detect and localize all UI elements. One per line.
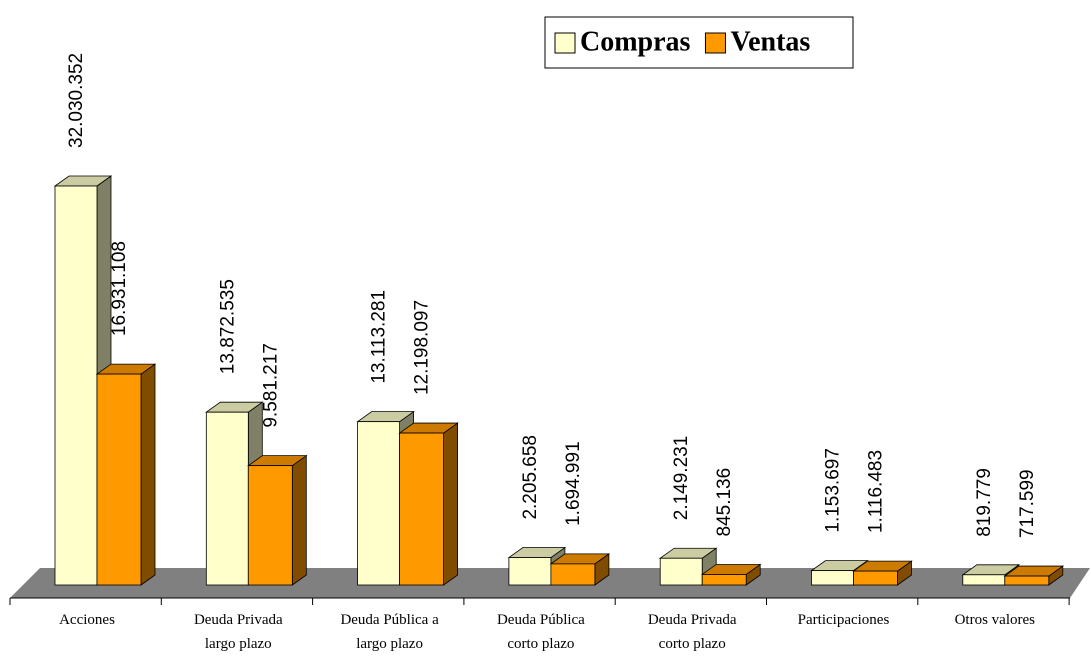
legend-swatch: [554, 32, 576, 54]
label-line: Participaciones: [798, 612, 890, 628]
bar-front: [508, 557, 552, 586]
label-line: Deuda Pública: [497, 612, 585, 628]
label-line: largo plazo: [205, 636, 272, 652]
x-tick-label: Deuda Pública corto plazo: [497, 612, 585, 652]
value-label: 12.198.097: [412, 300, 433, 395]
bar: [95, 363, 157, 586]
bar-front: [1004, 575, 1050, 586]
bar-front: [962, 574, 1006, 586]
bar-front: [54, 185, 98, 586]
bar-side: [140, 363, 156, 586]
bar-front: [550, 563, 596, 586]
value-label: 1.153.697: [823, 448, 844, 533]
x-tick-label: Otros valores: [955, 612, 1036, 628]
bar-front: [853, 570, 898, 586]
label-line: Acciones: [59, 612, 115, 628]
x-tick-label: Acciones: [59, 612, 115, 628]
bar: [247, 454, 308, 586]
bar: [1003, 565, 1065, 586]
x-tick-label: Deuda Privada corto plazo: [648, 612, 737, 652]
legend-label: Compras: [580, 26, 691, 57]
legend-label: Ventas: [730, 26, 810, 57]
value-label: 819.779: [974, 468, 995, 537]
legend-swatch: [704, 32, 726, 54]
label-line: Deuda Privada: [648, 612, 737, 628]
label-line: Deuda Privada: [194, 612, 283, 628]
value-label: 717.599: [1017, 469, 1038, 538]
value-label: 845.136: [714, 468, 735, 537]
label-line: Otros valores: [955, 612, 1036, 628]
value-label: 1.116.483: [866, 450, 887, 533]
x-tick-label: Deuda Pública a largo plazo: [340, 612, 439, 652]
value-label: 16.931.108: [109, 241, 130, 336]
x-tick-label: Participaciones: [798, 612, 890, 628]
bar: [549, 553, 611, 586]
value-label: 9.581.217: [260, 343, 281, 428]
bar-side: [443, 422, 459, 586]
bar: [398, 422, 459, 586]
value-label: 13.872.535: [217, 279, 238, 374]
bar: [852, 560, 913, 586]
bar-front: [357, 421, 401, 586]
x-tick-label: Deuda Privada largo plazo: [194, 612, 283, 652]
bar-side: [291, 454, 307, 586]
value-label: 32.030.352: [66, 53, 87, 148]
legend-box: [544, 16, 854, 69]
label-line: largo plazo: [356, 636, 423, 652]
value-label: 13.113.281: [369, 290, 390, 384]
bar-front: [811, 570, 854, 586]
value-label: 2.149.231: [671, 436, 692, 521]
label-line: Deuda Pública a: [340, 612, 439, 628]
bar-front: [96, 373, 142, 586]
bar-front: [205, 411, 249, 586]
bar: [700, 563, 762, 586]
bar-front: [701, 574, 747, 586]
bar-front: [399, 432, 445, 586]
bar-front: [247, 465, 293, 586]
value-label: 1.694.991: [563, 441, 584, 526]
label-line: corto plazo: [659, 636, 726, 652]
value-label: 2.205.658: [520, 435, 541, 520]
label-line: corto plazo: [507, 636, 574, 652]
bar-front: [659, 557, 703, 586]
